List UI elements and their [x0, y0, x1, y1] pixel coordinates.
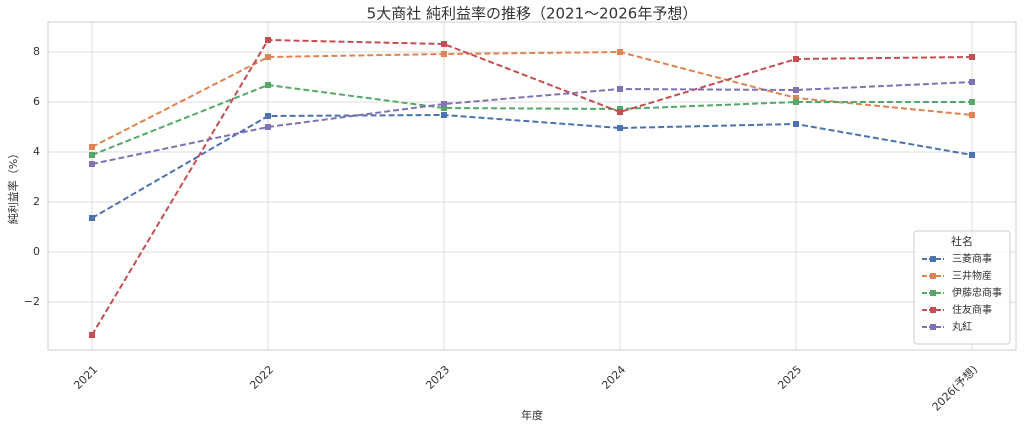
data-point: [89, 161, 95, 167]
y-tick-label: 4: [33, 145, 40, 158]
y-tick-label: −2: [24, 295, 40, 308]
y-axis-label: 純利益率（%）: [6, 148, 20, 224]
data-point: [969, 112, 975, 118]
legend-marker: [930, 307, 936, 313]
data-point: [617, 109, 623, 115]
data-point: [617, 49, 623, 55]
data-point: [265, 37, 271, 43]
legend-label: 伊藤忠商事: [952, 286, 1002, 299]
plot-frame: [47, 21, 1017, 351]
data-point: [441, 51, 447, 57]
legend-marker: [930, 324, 936, 330]
series-line: [91, 81, 973, 165]
data-point: [89, 332, 95, 338]
data-point: [265, 82, 271, 88]
data-point: [617, 125, 623, 131]
data-point: [969, 79, 975, 85]
legend-label: 住友商事: [952, 303, 992, 316]
series-line: [91, 113, 973, 219]
data-point: [793, 87, 799, 93]
y-tick-label: 0: [33, 245, 40, 258]
data-point: [441, 105, 447, 111]
data-point: [969, 99, 975, 105]
data-point: [793, 56, 799, 62]
data-point: [265, 124, 271, 130]
data-point: [793, 95, 799, 101]
legend-label: 三井物産: [952, 269, 992, 282]
legend-marker: [930, 256, 936, 262]
data-point: [89, 152, 95, 158]
data-point: [89, 215, 95, 221]
data-point: [969, 152, 975, 158]
y-tick-label: 6: [33, 95, 40, 108]
data-point: [969, 54, 975, 60]
legend-label: 丸紅: [952, 320, 972, 333]
series-line: [91, 38, 973, 336]
data-point: [441, 41, 447, 47]
y-tick-label: 8: [33, 45, 40, 58]
data-point: [265, 113, 271, 119]
legend-label: 三菱商事: [952, 252, 992, 265]
data-point: [265, 54, 271, 60]
chart-title: 5大商社 純利益率の推移（2021〜2026年予想）: [367, 5, 698, 23]
y-tick-label: 2: [33, 195, 40, 208]
data-point: [793, 99, 799, 105]
series-line: [91, 50, 973, 148]
data-point: [793, 121, 799, 127]
legend-title: 社名: [951, 234, 973, 248]
data-point: [89, 144, 95, 150]
legend-marker: [930, 290, 936, 296]
data-point: [441, 101, 447, 107]
legend-marker: [930, 273, 936, 279]
x-axis-label: 年度: [521, 408, 543, 422]
series-line: [91, 83, 972, 156]
data-point: [441, 112, 447, 118]
data-point: [617, 86, 623, 92]
